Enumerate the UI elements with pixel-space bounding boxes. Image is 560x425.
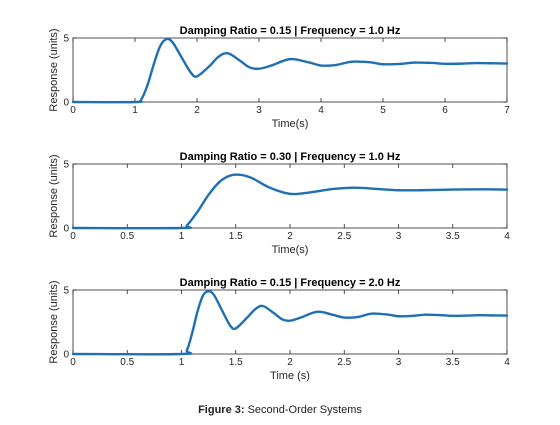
x-tick-label: 2 bbox=[194, 105, 200, 116]
axes-frame bbox=[72, 163, 508, 229]
x-tick-label: 1.5 bbox=[229, 231, 243, 242]
x-tick-label: 0 bbox=[70, 105, 76, 116]
y-tick-label: 5 bbox=[63, 160, 69, 171]
x-tick-label: 3.5 bbox=[446, 231, 460, 242]
x-tick-label: 6 bbox=[442, 105, 448, 116]
x-tick-label: 1.5 bbox=[229, 357, 243, 368]
axes-frame bbox=[72, 289, 508, 355]
y-tick-label: 5 bbox=[63, 34, 69, 45]
axes-frame bbox=[72, 37, 508, 103]
x-tick-label: 0.5 bbox=[120, 231, 134, 242]
x-tick-label: 3 bbox=[396, 231, 402, 242]
x-tick-label: 1 bbox=[132, 105, 138, 116]
x-axis-label: Time(s) bbox=[272, 118, 309, 130]
x-tick-label: 0 bbox=[70, 357, 76, 368]
figure-caption: Figure 3: Second-Order Systems bbox=[0, 404, 560, 416]
x-tick-label: 7 bbox=[504, 105, 510, 116]
x-tick-label: 4 bbox=[318, 105, 324, 116]
subplot-title: Damping Ratio = 0.30 | Frequency = 1.0 H… bbox=[180, 151, 401, 163]
y-tick-label: 0 bbox=[63, 350, 69, 361]
y-axis-label: Response (units) bbox=[48, 154, 60, 237]
x-tick-label: 3.5 bbox=[446, 357, 460, 368]
caption-label: Figure 3: bbox=[198, 404, 245, 416]
x-tick-label: 3 bbox=[256, 105, 262, 116]
x-tick-label: 1 bbox=[179, 357, 185, 368]
y-tick-label: 0 bbox=[63, 98, 69, 109]
response-line bbox=[71, 37, 509, 104]
x-tick-label: 3 bbox=[396, 357, 402, 368]
x-tick-label: 5 bbox=[380, 105, 386, 116]
x-tick-label: 4 bbox=[504, 357, 510, 368]
y-tick-label: 5 bbox=[63, 286, 69, 297]
x-tick-label: 0.5 bbox=[120, 357, 134, 368]
x-tick-label: 2 bbox=[287, 231, 293, 242]
y-axis-label: Response (units) bbox=[48, 280, 60, 363]
x-tick-label: 2.5 bbox=[337, 231, 351, 242]
response-line bbox=[71, 290, 509, 356]
y-axis-label: Response (units) bbox=[48, 28, 60, 111]
x-tick-label: 1 bbox=[179, 231, 185, 242]
x-tick-label: 2.5 bbox=[337, 357, 351, 368]
caption-text: Second-Order Systems bbox=[244, 404, 362, 416]
x-tick-label: 2 bbox=[287, 357, 293, 368]
subplot-1: 0 1 2 3 4 5 6 7 0 5 Damping Ratio = 0.15 | Frequen… bbox=[48, 25, 510, 130]
subplot-title: Damping Ratio = 0.15 | Frequency = 1.0 H… bbox=[180, 25, 401, 37]
y-tick-label: 0 bbox=[63, 224, 69, 235]
x-axis-label: Time (s) bbox=[270, 370, 310, 382]
subplot-2: 0 0.5 1 1.5 2 2.5 3 3.5 4 0 5 Damping Ratio = 0.30 … bbox=[48, 151, 510, 256]
subplot-3: 0 0.5 1 1.5 2 2.5 3 3.5 4 0 5 Damping Ratio = 0.15 … bbox=[48, 277, 510, 382]
x-axis-label: Time(s) bbox=[272, 244, 309, 256]
x-tick-label: 0 bbox=[70, 231, 76, 242]
response-line bbox=[71, 173, 509, 230]
x-tick-label: 4 bbox=[504, 231, 510, 242]
subplot-title: Damping Ratio = 0.15 | Frequency = 2.0 H… bbox=[180, 277, 401, 289]
